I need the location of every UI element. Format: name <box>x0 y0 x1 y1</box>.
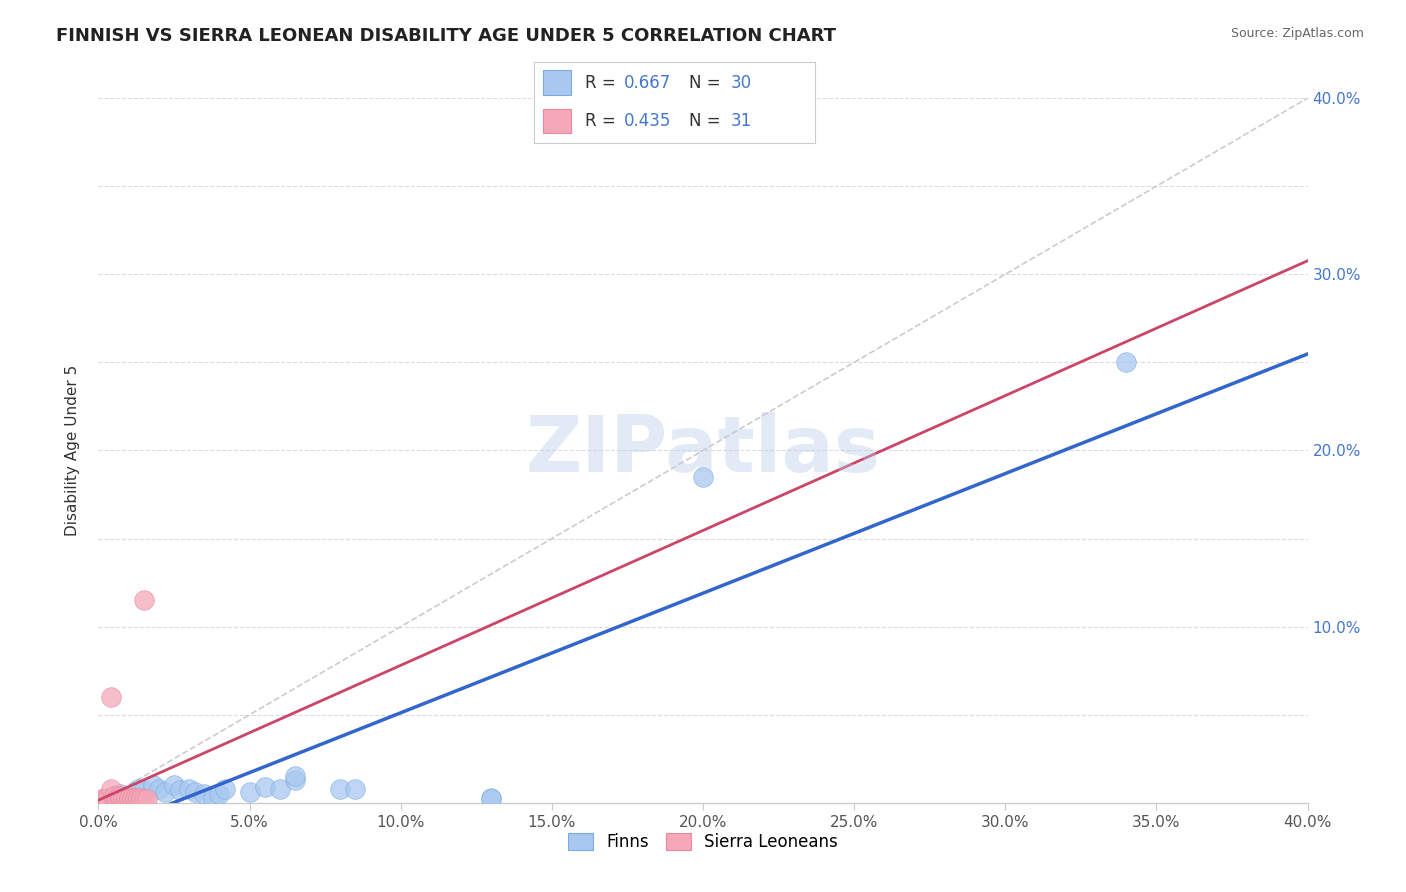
Point <box>129 790 152 805</box>
Point <box>127 792 149 806</box>
Text: N =: N = <box>689 73 725 92</box>
Point <box>93 794 115 808</box>
Point <box>124 792 146 806</box>
Text: 30: 30 <box>731 73 752 92</box>
Point <box>329 781 352 796</box>
Point <box>132 593 155 607</box>
Text: ZIPatlas: ZIPatlas <box>526 412 880 489</box>
Point <box>135 792 157 806</box>
Point <box>692 470 714 484</box>
Point <box>142 778 165 792</box>
Point <box>344 781 367 796</box>
Point <box>108 787 131 801</box>
Point <box>118 792 141 806</box>
Point <box>111 790 134 805</box>
Point <box>253 780 276 794</box>
Point <box>1115 355 1137 369</box>
Point <box>179 781 201 796</box>
Point <box>163 778 186 792</box>
Point <box>105 790 128 805</box>
Point <box>169 783 191 797</box>
Point <box>481 790 503 805</box>
Legend: Finns, Sierra Leoneans: Finns, Sierra Leoneans <box>561 826 845 858</box>
Point <box>121 792 143 806</box>
Point <box>129 792 152 806</box>
Point <box>239 785 262 799</box>
Point <box>184 785 207 799</box>
Point <box>93 792 115 806</box>
Point <box>96 790 118 805</box>
Point <box>208 787 231 801</box>
Point <box>114 790 136 805</box>
Point <box>105 792 128 806</box>
Point <box>108 790 131 805</box>
Point <box>108 792 131 806</box>
Point <box>108 789 131 803</box>
Point <box>148 781 170 796</box>
Point <box>103 789 125 803</box>
Point <box>100 790 122 805</box>
Text: N =: N = <box>689 112 725 130</box>
Point <box>153 785 176 799</box>
Text: 31: 31 <box>731 112 752 130</box>
Point <box>111 790 134 805</box>
Text: R =: R = <box>585 112 621 130</box>
Point <box>100 690 122 705</box>
Point <box>214 781 236 796</box>
Point <box>90 792 112 806</box>
Point <box>114 792 136 806</box>
Point <box>103 789 125 803</box>
Point <box>132 792 155 806</box>
Point <box>124 790 146 805</box>
Text: Source: ZipAtlas.com: Source: ZipAtlas.com <box>1230 27 1364 40</box>
Text: R =: R = <box>585 73 621 92</box>
Point <box>193 787 215 801</box>
Point <box>100 781 122 796</box>
Text: 0.435: 0.435 <box>624 112 672 130</box>
Point <box>96 792 118 806</box>
Point <box>269 781 291 796</box>
Point <box>132 783 155 797</box>
Point <box>111 792 134 806</box>
Point <box>127 790 149 805</box>
Point <box>284 772 307 787</box>
FancyBboxPatch shape <box>543 109 571 133</box>
Point <box>284 769 307 783</box>
Point <box>127 781 149 796</box>
Text: FINNISH VS SIERRA LEONEAN DISABILITY AGE UNDER 5 CORRELATION CHART: FINNISH VS SIERRA LEONEAN DISABILITY AGE… <box>56 27 837 45</box>
Text: 0.667: 0.667 <box>624 73 672 92</box>
FancyBboxPatch shape <box>543 70 571 95</box>
Point <box>118 790 141 805</box>
Point <box>481 792 503 806</box>
Point <box>121 790 143 805</box>
Y-axis label: Disability Age Under 5: Disability Age Under 5 <box>65 365 80 536</box>
Point <box>118 792 141 806</box>
Point <box>118 789 141 803</box>
Point <box>202 790 225 805</box>
Point <box>103 792 125 806</box>
